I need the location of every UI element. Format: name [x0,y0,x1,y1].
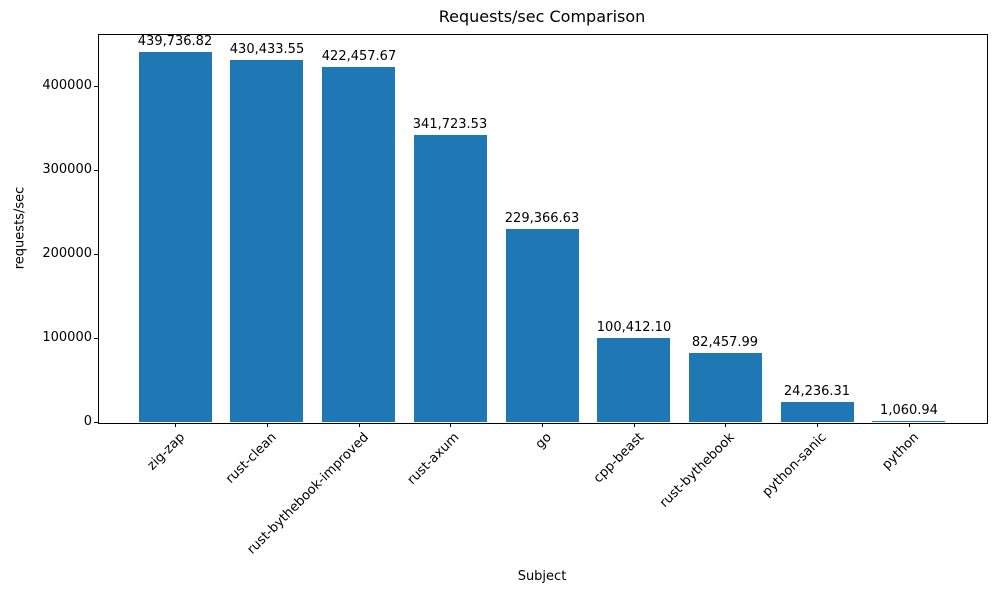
bar-value-label: 422,457.67 [321,49,397,64]
bar [414,135,487,422]
x-tick-mark [267,423,268,427]
x-tick-label: go [532,430,555,453]
x-tick-mark [542,423,543,427]
bar [689,353,762,422]
bar [506,229,579,422]
y-tick-mark [94,170,98,171]
x-tick-label: rust-bythebook [656,430,738,511]
x-tick-label: zig-zap [144,430,188,474]
bar-value-label: 82,457.99 [691,335,759,350]
x-tick-mark [817,423,818,427]
y-tick-mark [94,422,98,423]
x-axis-label: Subject [517,569,567,584]
bar-value-label: 100,412.10 [596,320,672,335]
x-tick-mark [634,423,635,427]
x-tick-mark [359,423,360,427]
bar-value-label: 24,236.31 [783,384,851,399]
y-tick-mark [94,254,98,255]
bar [872,421,945,422]
y-tick-label: 400000 [42,78,92,93]
y-tick-label: 200000 [42,246,92,261]
y-tick-mark [94,86,98,87]
x-tick-label: rust-axum [404,430,463,488]
chart-title: Requests/sec Comparison [438,7,646,26]
bar-value-label: 439,736.82 [137,34,213,49]
x-tick-mark [175,423,176,427]
bar [597,338,670,422]
bar [322,67,395,422]
x-tick-mark [909,423,910,427]
x-tick-label: python [878,430,922,473]
bar-value-label: 1,060.94 [880,403,938,418]
y-tick-label: 100000 [42,330,92,345]
bar [139,52,212,422]
y-tick-label: 0 [83,414,92,429]
bar-value-label: 341,723.53 [412,117,488,132]
x-tick-label: rust-clean [222,430,280,487]
bar [230,60,303,422]
bar [781,402,854,422]
y-tick-mark [94,338,98,339]
x-tick-label: cpp-beast [590,430,647,487]
y-tick-label: 300000 [42,162,92,177]
x-tick-label: python-sanic [759,430,830,500]
x-tick-mark [725,423,726,427]
bar-value-label: 430,433.55 [229,42,305,57]
bar-value-label: 229,366.63 [504,211,580,226]
x-tick-mark [450,423,451,427]
